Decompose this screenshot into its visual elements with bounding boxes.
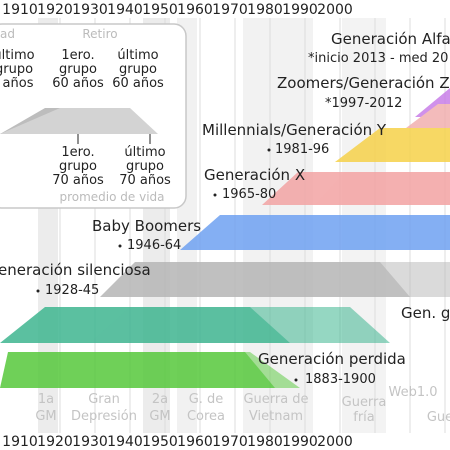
historical-events: 1a GM Gran Depresión 2a GM G. de Corea G… <box>35 385 450 425</box>
gen-millennials-name: Millennials/Generación Y <box>202 121 387 139</box>
legend-fragment: ad <box>0 27 15 41</box>
gen-boomers-name: Baby Boomers <box>92 217 201 235</box>
gen-lost-range: 1883-1900 <box>305 372 376 387</box>
legend-r1-1-l1: 1ero. <box>61 48 94 63</box>
year-top-1980: 1980 <box>247 2 283 18</box>
gen-millennials-range: 1981-96 <box>275 142 329 157</box>
legend-r2-1-l3: 70 años <box>119 173 171 188</box>
gen-alpha-name: Generación Alfa <box>331 30 450 48</box>
gen-lost-name: Generación perdida <box>258 350 406 368</box>
legend-r1-0-l1: último <box>0 48 35 63</box>
legend-footer: promedio de vida <box>59 190 164 204</box>
legend-r2-0-l1: 1ero. <box>61 145 94 160</box>
year-bottom-1920: 1920 <box>37 434 73 450</box>
year-bottom-1950: 1950 <box>142 434 178 450</box>
legend-r2-1-l2: grupo <box>126 159 164 174</box>
event-5-l2: fría <box>353 410 375 425</box>
legend-r1-0-l3: años <box>3 76 34 91</box>
event-0-l2: GM <box>35 409 56 424</box>
gen-alpha-range: *inicio 2013 - med 20 <box>308 51 448 66</box>
event-3-l1: G. de <box>189 392 224 407</box>
gen-boomers-range: 1946-64 <box>127 238 181 253</box>
legend-r1-2-l3: 60 años <box>112 76 164 91</box>
legend-r1-2-l1: último <box>117 48 158 63</box>
year-axis-top: 1910 1920 1930 1940 1950 1960 1970 1980 1990 2000 <box>2 2 353 18</box>
band-boomers-2 <box>250 215 450 250</box>
gen-gi-name: Gen. g <box>401 304 450 322</box>
gen-zoomers-name: Zoomers/Generación Z <box>277 74 450 92</box>
year-top-1940: 1940 <box>107 2 143 18</box>
legend-r1-1-l3: 60 años <box>52 76 104 91</box>
band-lost-2 <box>0 352 300 388</box>
year-bottom-1940: 1940 <box>107 434 143 450</box>
event-6-l1: Web1.0 <box>388 385 437 400</box>
generation-bands <box>0 88 450 388</box>
legend-r2-1-l1: último <box>124 145 165 160</box>
event-1-l1: Gran <box>88 392 120 407</box>
year-top-1960: 1960 <box>177 2 213 18</box>
generation-labels: Generación Alfa *inicio 2013 - med 20 Zo… <box>0 30 450 387</box>
band-millennials-2 <box>380 128 450 162</box>
legend-r2-0-l2: grupo <box>59 159 97 174</box>
band-gi-2 <box>90 307 390 343</box>
year-top-1930: 1930 <box>72 2 108 18</box>
event-0-l1: 1a <box>38 392 54 407</box>
gen-zoomers-range: *1997-2012 <box>325 96 402 111</box>
band-genx-2 <box>315 172 450 205</box>
year-bottom-1910: 1910 <box>2 434 38 450</box>
year-top-1990: 1990 <box>282 2 318 18</box>
year-bottom-1960: 1960 <box>177 434 213 450</box>
legend-r1-2-l2: grupo <box>119 62 157 77</box>
year-axis-bottom: 1910 1920 1930 1940 1950 1960 1970 1980 1990 2000 <box>2 434 353 450</box>
event-3-l2: Corea <box>187 409 225 424</box>
event-2-l2: GM <box>149 409 170 424</box>
legend-box: ad Retiro último grupo años 1ero. grupo … <box>0 23 187 209</box>
year-top-1970: 1970 <box>212 2 248 18</box>
event-4-l2: Vietnam <box>249 409 303 424</box>
year-top-1950: 1950 <box>142 2 178 18</box>
event-1-l2: Depresión <box>71 409 137 424</box>
band-millennials <box>335 128 450 162</box>
year-bottom-1980: 1980 <box>247 434 283 450</box>
year-top-1920: 1920 <box>37 2 73 18</box>
gen-genx-name: Generación X <box>204 166 305 184</box>
year-bottom-1930: 1930 <box>72 434 108 450</box>
legend-r1-0-l2: grupo <box>0 62 33 77</box>
legend-r2-0-l3: 70 años <box>52 173 104 188</box>
year-top-1910: 1910 <box>2 2 38 18</box>
gen-silent-name: eneración silenciosa <box>0 261 151 279</box>
gen-silent-range: 1928-45 <box>45 283 99 298</box>
event-5-l1: Guerra <box>342 395 387 410</box>
legend-r1-1-l2: grupo <box>59 62 97 77</box>
band-silent-2 <box>160 262 450 297</box>
year-top-2000: 2000 <box>317 2 353 18</box>
year-bottom-1970: 1970 <box>212 434 248 450</box>
year-bottom-1990: 1990 <box>282 434 318 450</box>
event-4-l1: Guerra de <box>243 392 308 407</box>
gen-genx-range: 1965-80 <box>222 187 276 202</box>
legend-retiro: Retiro <box>82 27 117 41</box>
year-bottom-2000: 2000 <box>317 434 353 450</box>
event-2-l1: 2a <box>152 392 168 407</box>
event-7-l1: Gue <box>427 410 450 425</box>
